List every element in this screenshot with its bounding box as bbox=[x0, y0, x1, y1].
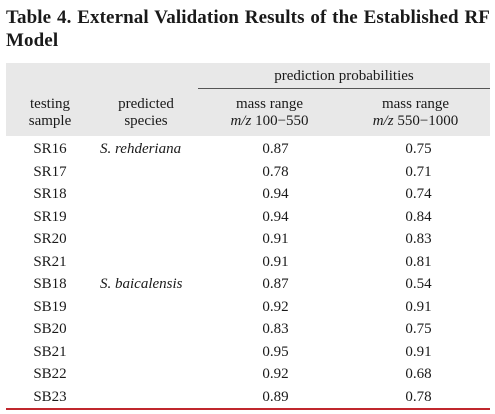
table-row: SB21 0.95 0.91 bbox=[6, 341, 490, 364]
cell-probability-high-range: 0.54 bbox=[405, 276, 432, 292]
cell-testing-sample: SR18 bbox=[33, 186, 67, 202]
header-mass-range-low: mass range m/z 100−550 bbox=[198, 96, 341, 130]
cell-probability-low-range: 0.89 bbox=[262, 388, 289, 405]
cell-predicted-species bbox=[94, 206, 204, 229]
table-bottom-rule bbox=[6, 408, 490, 410]
table-row: SB18 S. baicalensis 0.87 0.54 bbox=[6, 273, 490, 296]
cell-probability-low-range: 0.92 bbox=[262, 298, 289, 315]
cell-predicted-species: S. rehderiana bbox=[100, 141, 182, 157]
cell-testing-sample: SR17 bbox=[33, 163, 67, 180]
results-table: SR16 S. rehderiana 0.87 0.75 SR17 0.78 0.71 SR1… bbox=[6, 138, 490, 408]
header-predicted-species-line-2: species bbox=[124, 113, 168, 129]
cell-probability-high-range: 0.75 bbox=[405, 141, 432, 157]
header-testing-sample-line-2: sample bbox=[28, 113, 72, 129]
header-testing-sample: testing sample bbox=[6, 96, 94, 130]
cell-predicted-species bbox=[94, 251, 204, 274]
header-mz-label: m/z bbox=[372, 113, 394, 129]
cell-testing-sample: SB23 bbox=[33, 388, 67, 405]
header-mz-label: m/z bbox=[230, 113, 252, 129]
header-predicted-species-line-1: predicted bbox=[118, 96, 174, 112]
cell-probability-high-range: 0.78 bbox=[405, 388, 432, 405]
table-row: SB19 0.92 0.91 bbox=[6, 296, 490, 319]
table-row: SB23 0.89 0.78 bbox=[6, 386, 490, 409]
cell-probability-high-range: 0.81 bbox=[405, 253, 432, 270]
cell-probability-high-range: 0.71 bbox=[405, 163, 432, 180]
table-row: SR20 0.91 0.83 bbox=[6, 228, 490, 251]
header-testing-sample-line-1: testing bbox=[30, 96, 70, 112]
header-mass-range-low-line-1: mass range bbox=[235, 96, 304, 112]
header-mass-range-high-line-2: m/z 550−1000 bbox=[341, 113, 490, 130]
cell-probability-high-range: 0.68 bbox=[405, 366, 432, 382]
cell-predicted-species: S. baicalensis bbox=[100, 276, 183, 292]
table-title-line-2: Model bbox=[6, 30, 59, 51]
cell-probability-high-range: 0.74 bbox=[405, 186, 432, 202]
cell-probability-low-range: 0.94 bbox=[262, 208, 289, 225]
cell-testing-sample: SR16 bbox=[33, 141, 67, 157]
cell-testing-sample: SR19 bbox=[33, 208, 67, 225]
table-row: SB22 0.92 0.68 bbox=[6, 363, 490, 386]
cell-probability-low-range: 0.83 bbox=[262, 321, 289, 337]
cell-testing-sample: SB18 bbox=[33, 276, 67, 292]
table-row: SR16 S. rehderiana 0.87 0.75 bbox=[6, 138, 490, 161]
cell-predicted-species bbox=[94, 363, 204, 386]
header-group-rule bbox=[198, 88, 490, 89]
table-row: SR17 0.78 0.71 bbox=[6, 161, 490, 184]
results-table-body: SR16 S. rehderiana 0.87 0.75 SR17 0.78 0.71 SR1… bbox=[6, 138, 490, 408]
cell-probability-low-range: 0.91 bbox=[262, 231, 289, 247]
header-mass-range-high-value: 550−1000 bbox=[397, 113, 459, 129]
header-mass-range-low-line-2: m/z 100−550 bbox=[198, 113, 341, 130]
table-title-line-1: Table 4. External Validation Results of … bbox=[6, 7, 490, 28]
cell-predicted-species bbox=[94, 228, 204, 251]
cell-probability-high-range: 0.91 bbox=[405, 298, 432, 315]
cell-probability-high-range: 0.83 bbox=[405, 231, 432, 247]
cell-testing-sample: SB20 bbox=[33, 321, 67, 337]
cell-predicted-species bbox=[94, 161, 204, 184]
cell-predicted-species bbox=[94, 341, 204, 364]
header-mass-range-low-value: 100−550 bbox=[255, 113, 309, 129]
cell-testing-sample: SR20 bbox=[33, 231, 67, 247]
table-header bbox=[6, 63, 490, 136]
cell-predicted-species bbox=[94, 386, 204, 409]
cell-probability-low-range: 0.92 bbox=[262, 366, 289, 382]
cell-testing-sample: SR21 bbox=[33, 253, 67, 270]
header-mass-range-high: mass range m/z 550−1000 bbox=[341, 96, 490, 130]
cell-probability-low-range: 0.95 bbox=[262, 343, 289, 360]
table-row: SR21 0.91 0.81 bbox=[6, 251, 490, 274]
cell-testing-sample: SB21 bbox=[33, 343, 67, 360]
cell-probability-low-range: 0.94 bbox=[262, 186, 289, 202]
cell-testing-sample: SB22 bbox=[33, 366, 67, 382]
cell-testing-sample: SB19 bbox=[33, 298, 67, 315]
cell-predicted-species bbox=[94, 296, 204, 319]
cell-probability-low-range: 0.91 bbox=[262, 253, 289, 270]
cell-probability-high-range: 0.75 bbox=[405, 321, 432, 337]
cell-probability-low-range: 0.78 bbox=[262, 163, 289, 180]
table-row: SR19 0.94 0.84 bbox=[6, 206, 490, 229]
header-prediction-probabilities: prediction probabilities bbox=[274, 68, 414, 84]
cell-probability-high-range: 0.84 bbox=[405, 208, 432, 225]
table-row: SB20 0.83 0.75 bbox=[6, 318, 490, 341]
table-row: SR18 0.94 0.74 bbox=[6, 183, 490, 206]
cell-probability-low-range: 0.87 bbox=[262, 276, 289, 292]
cell-predicted-species bbox=[94, 318, 204, 341]
header-mass-range-high-line-1: mass range bbox=[381, 96, 450, 112]
table-title: Table 4. External Validation Results of … bbox=[6, 6, 490, 52]
header-predicted-species: predicted species bbox=[94, 96, 198, 130]
cell-probability-high-range: 0.91 bbox=[405, 343, 432, 360]
cell-probability-low-range: 0.87 bbox=[262, 141, 289, 157]
cell-predicted-species bbox=[94, 183, 204, 206]
